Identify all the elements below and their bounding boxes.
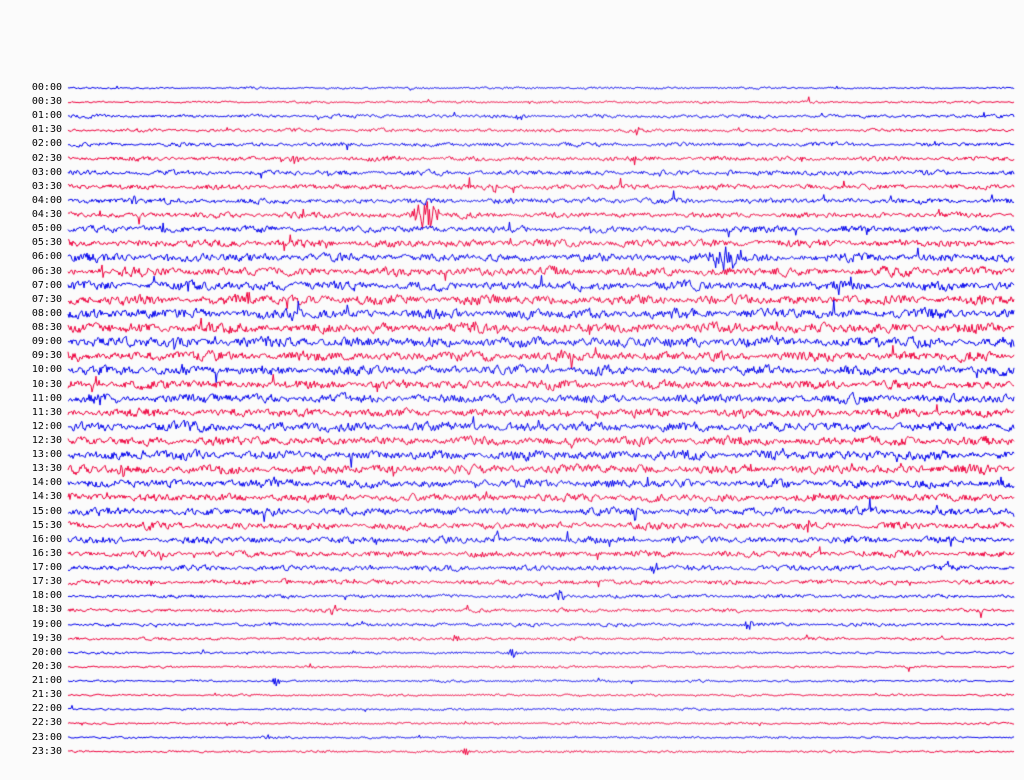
time-tick-label: 11:30 — [31, 406, 62, 418]
time-tick-label: 15:00 — [31, 505, 62, 517]
time-tick-label: 00:00 — [31, 82, 62, 93]
time-tick-label: 13:00 — [31, 449, 62, 461]
time-tick-label: 05:00 — [31, 223, 62, 235]
time-tick-label: 12:30 — [31, 435, 62, 446]
time-tick-label: 10:30 — [31, 378, 62, 390]
time-tick-label: 23:00 — [31, 731, 62, 743]
time-tick-label: 07:30 — [31, 293, 62, 305]
time-tick-label: 09:30 — [31, 350, 62, 362]
time-tick-label: 05:30 — [31, 237, 62, 249]
time-tick-label: 18:30 — [31, 604, 62, 616]
time-tick-label: 21:30 — [31, 689, 62, 701]
time-tick-label: 18:00 — [31, 590, 62, 602]
time-tick-label: 22:00 — [31, 703, 62, 715]
time-tick-label: 17:30 — [31, 576, 62, 588]
time-tick-label: 04:30 — [31, 209, 62, 221]
time-tick-label: 00:30 — [31, 96, 62, 108]
time-tick-label: 02:00 — [31, 138, 62, 150]
time-tick-label: 16:30 — [31, 547, 62, 559]
time-tick-label: 14:00 — [31, 477, 62, 489]
time-tick-label: 02:30 — [31, 152, 62, 164]
time-tick-label: 23:30 — [31, 745, 62, 757]
time-tick-label: 11:00 — [31, 392, 62, 404]
time-tick-label: 03:30 — [31, 180, 62, 192]
time-tick-label: 20:30 — [31, 660, 62, 672]
time-tick-label: 19:30 — [31, 632, 62, 644]
time-tick-label: 06:00 — [31, 251, 62, 263]
time-tick-label: 16:00 — [31, 533, 62, 545]
time-tick-label: 01:00 — [31, 110, 62, 122]
time-tick-label: 01:30 — [31, 124, 62, 136]
time-tick-label: 06:30 — [31, 265, 62, 277]
time-tick-label: 10:00 — [31, 364, 62, 376]
time-tick-label: 15:30 — [31, 519, 62, 531]
time-tick-label: 22:30 — [31, 717, 62, 729]
time-tick-label: 04:00 — [31, 194, 62, 206]
time-tick-label: 08:30 — [31, 322, 62, 334]
time-tick-label: 20:00 — [31, 646, 62, 658]
time-tick-label: 08:00 — [31, 307, 62, 319]
time-tick-label: 12:00 — [31, 420, 62, 432]
time-tick-label: 17:00 — [31, 562, 62, 574]
time-tick-label: 19:00 — [31, 618, 62, 630]
time-tick-label: 03:00 — [31, 166, 62, 178]
time-tick-label: 13:30 — [31, 463, 62, 475]
time-tick-label: 14:30 — [31, 491, 62, 503]
time-tick-label: 21:00 — [31, 675, 62, 687]
time-tick-label: 07:00 — [31, 279, 62, 291]
time-tick-label: 09:00 — [31, 336, 62, 348]
